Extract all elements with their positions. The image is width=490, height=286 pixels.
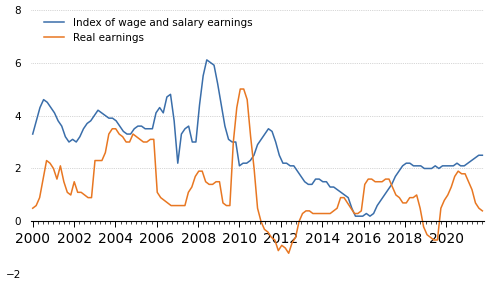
- Index of wage and salary earnings: [204, 58, 210, 61]
- Line: Real earnings: Real earnings: [33, 89, 482, 253]
- Real earnings: [206, 183, 212, 186]
- Line: Index of wage and salary earnings: Index of wage and salary earnings: [33, 60, 482, 216]
- Real earnings: [479, 209, 485, 212]
- Index of wage and salary earnings: [30, 132, 36, 136]
- Index of wage and salary earnings: [458, 164, 464, 168]
- Index of wage and salary earnings: [135, 124, 141, 128]
- Real earnings: [237, 87, 243, 91]
- Index of wage and salary earnings: [479, 154, 485, 157]
- Real earnings: [172, 204, 177, 207]
- Index of wage and salary earnings: [425, 167, 431, 170]
- Index of wage and salary earnings: [313, 177, 318, 181]
- Index of wage and salary earnings: [146, 127, 152, 130]
- Real earnings: [71, 180, 77, 183]
- Legend: Index of wage and salary earnings, Real earnings: Index of wage and salary earnings, Real …: [40, 15, 255, 46]
- Real earnings: [196, 169, 202, 173]
- Index of wage and salary earnings: [414, 164, 420, 168]
- Real earnings: [30, 206, 36, 210]
- Real earnings: [379, 180, 385, 183]
- Real earnings: [286, 252, 292, 255]
- Index of wage and salary earnings: [352, 214, 358, 218]
- Real earnings: [262, 228, 268, 231]
